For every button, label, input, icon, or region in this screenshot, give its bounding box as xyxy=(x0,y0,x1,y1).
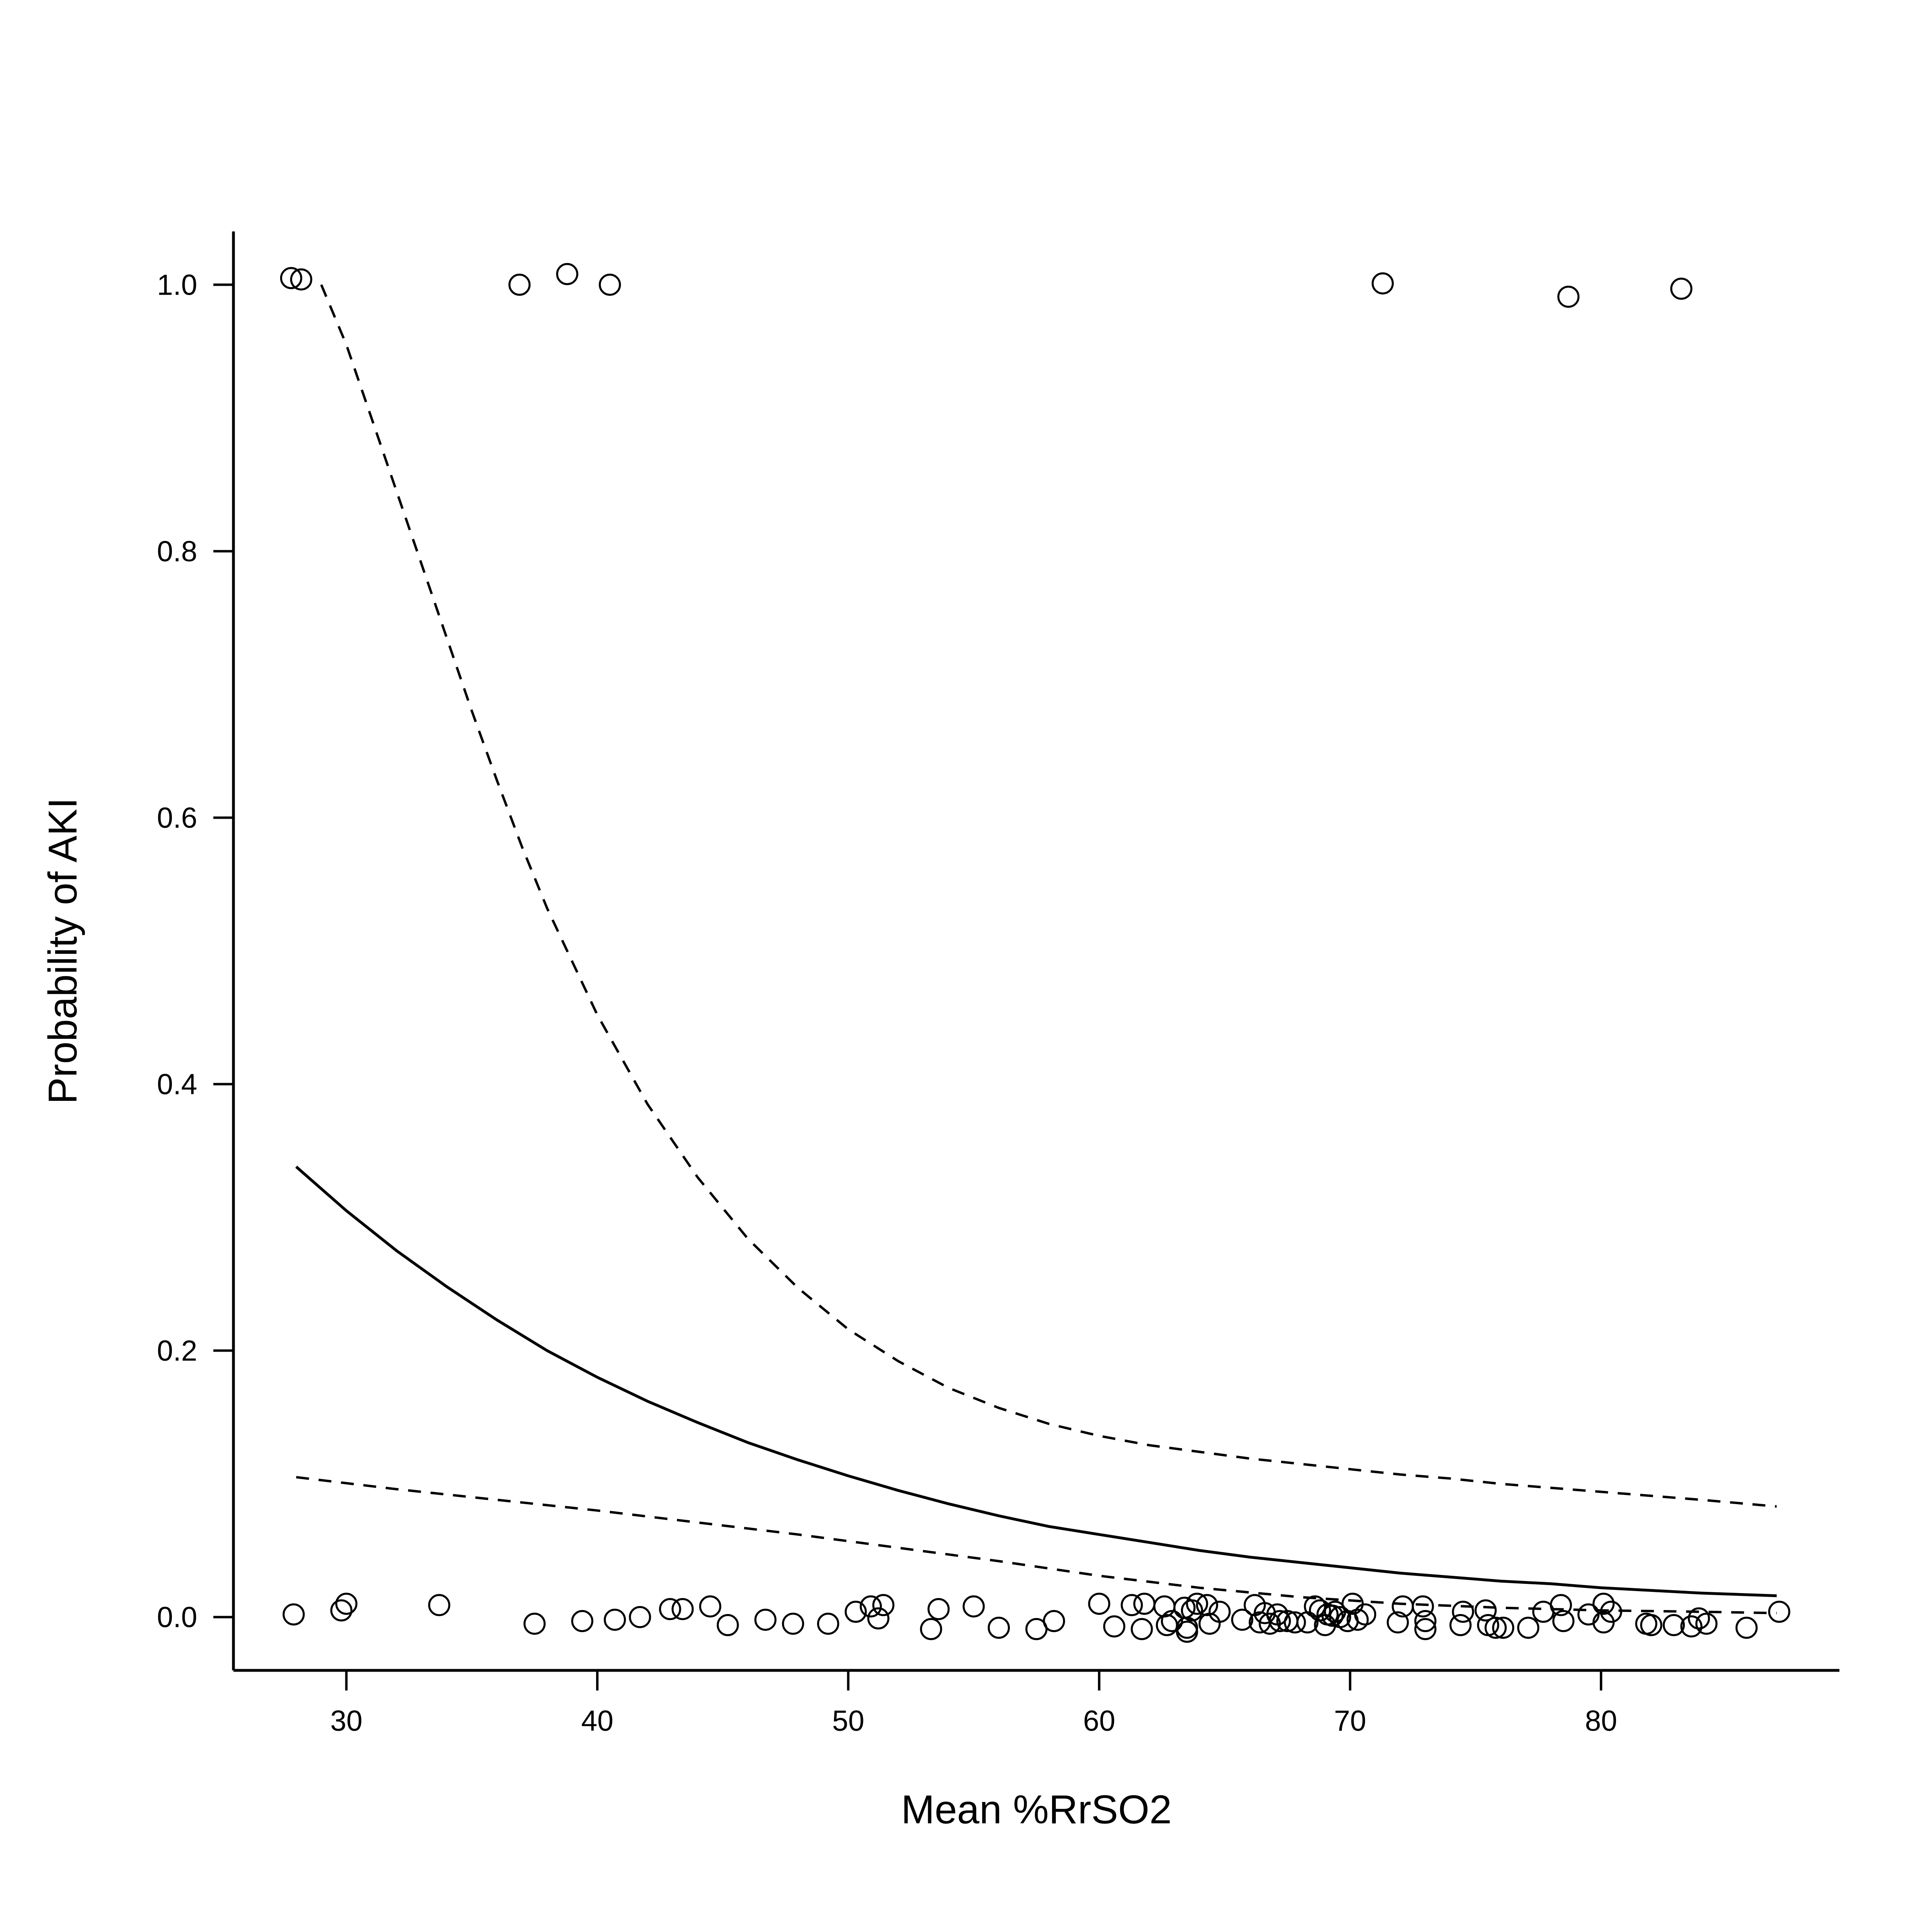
fitted-probability-line xyxy=(295,1166,1777,1598)
data-point xyxy=(844,1600,867,1623)
data-point xyxy=(988,1616,1010,1639)
data-point xyxy=(671,1598,694,1620)
data-point xyxy=(629,1606,651,1629)
y-tick-label: 0.4 xyxy=(157,1069,197,1101)
data-point xyxy=(1474,1599,1497,1622)
data-point xyxy=(1484,1616,1507,1639)
data-point xyxy=(508,273,531,296)
data-point xyxy=(1371,272,1394,295)
data-point xyxy=(1043,1610,1065,1632)
fitted-curves xyxy=(295,284,1777,1614)
y-tick-label: 0.6 xyxy=(157,802,197,834)
x-tick-label: 30 xyxy=(330,1705,363,1737)
data-point xyxy=(604,1608,626,1631)
data-point xyxy=(867,1607,890,1630)
data-point xyxy=(1161,1610,1183,1632)
data-point xyxy=(699,1595,721,1618)
data-point xyxy=(280,267,302,289)
data-point xyxy=(817,1612,839,1635)
data-point xyxy=(1196,1594,1218,1616)
data-point xyxy=(599,273,621,296)
y-tick-label: 0.8 xyxy=(157,535,197,568)
data-point xyxy=(1552,1610,1575,1632)
data-point xyxy=(335,1593,357,1615)
x-tick-label: 60 xyxy=(1083,1705,1115,1737)
data-point xyxy=(1321,1604,1344,1627)
data-point xyxy=(1208,1600,1231,1623)
data-point xyxy=(1449,1614,1472,1636)
data-point xyxy=(283,1603,305,1626)
data-point xyxy=(1492,1616,1515,1639)
data-point xyxy=(1121,1594,1143,1616)
data-point xyxy=(1346,1608,1369,1631)
y-tick-label: 0.0 xyxy=(157,1602,197,1634)
data-point xyxy=(659,1598,681,1620)
data-point xyxy=(1231,1608,1253,1631)
data-point xyxy=(1735,1616,1758,1639)
data-point xyxy=(1414,1618,1437,1640)
data-point xyxy=(1103,1615,1125,1638)
data-point xyxy=(1284,1611,1306,1634)
data-point xyxy=(1414,1610,1437,1632)
x-tick-label: 40 xyxy=(581,1705,613,1737)
data-point xyxy=(1131,1618,1153,1640)
data-point xyxy=(1688,1607,1710,1630)
data-point xyxy=(1557,285,1580,308)
data-point xyxy=(872,1594,895,1616)
data-point xyxy=(927,1598,950,1620)
data-point xyxy=(1550,1594,1572,1616)
data-point xyxy=(1768,1600,1790,1623)
data-point xyxy=(1640,1614,1662,1636)
data-point xyxy=(1577,1603,1600,1626)
data-point xyxy=(1387,1611,1409,1634)
data-point xyxy=(754,1608,777,1631)
data-point xyxy=(1670,277,1693,300)
data-point xyxy=(1304,1595,1326,1618)
data-point xyxy=(860,1595,882,1618)
data-point xyxy=(1198,1612,1221,1635)
data-point xyxy=(782,1612,804,1635)
data-point xyxy=(1663,1614,1685,1636)
data-point xyxy=(1695,1612,1718,1635)
data-point xyxy=(1600,1600,1622,1623)
observation-points xyxy=(280,263,1790,1643)
chart-axes: 30 40 50 60 70 80 0.0 0.2 0.4 0.6 0.8 1.0 xyxy=(157,231,1839,1737)
data-point xyxy=(716,1614,739,1636)
y-tick-label: 0.2 xyxy=(157,1335,197,1367)
data-point xyxy=(1680,1615,1703,1638)
y-tick-label: 1.0 xyxy=(157,269,197,301)
data-point xyxy=(523,1612,546,1635)
data-point xyxy=(1181,1599,1203,1622)
data-point xyxy=(1269,1610,1291,1632)
data-point xyxy=(571,1610,594,1632)
data-point xyxy=(920,1618,942,1640)
data-point xyxy=(1354,1603,1377,1626)
x-axis-title: Mean %RrSO2 xyxy=(901,1787,1172,1832)
data-point xyxy=(330,1599,353,1622)
data-point xyxy=(1592,1593,1615,1615)
confidence-band-line-1 xyxy=(320,284,1777,1508)
data-point xyxy=(428,1594,450,1616)
y-axis-title: Probability of AKI xyxy=(40,798,85,1104)
data-point xyxy=(1176,1620,1198,1643)
confidence-band-line-2 xyxy=(296,1476,1777,1614)
data-point xyxy=(556,263,578,285)
data-point xyxy=(1156,1614,1178,1636)
data-point xyxy=(1517,1616,1540,1639)
data-point xyxy=(1412,1595,1434,1618)
data-point xyxy=(1186,1593,1208,1615)
data-point xyxy=(962,1595,985,1618)
x-tick-label: 80 xyxy=(1585,1705,1617,1737)
data-point xyxy=(1452,1600,1474,1623)
x-tick-label: 70 xyxy=(1334,1705,1366,1737)
data-point xyxy=(1088,1593,1110,1615)
x-tick-label: 50 xyxy=(832,1705,864,1737)
data-point xyxy=(290,268,312,291)
data-point xyxy=(1133,1593,1156,1615)
